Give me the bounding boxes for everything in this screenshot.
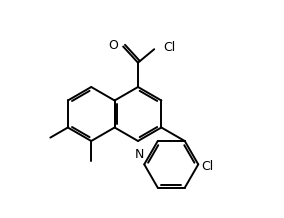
- Text: Cl: Cl: [201, 160, 213, 173]
- Text: Cl: Cl: [163, 41, 176, 54]
- Text: O: O: [108, 39, 118, 52]
- Text: N: N: [134, 148, 144, 161]
